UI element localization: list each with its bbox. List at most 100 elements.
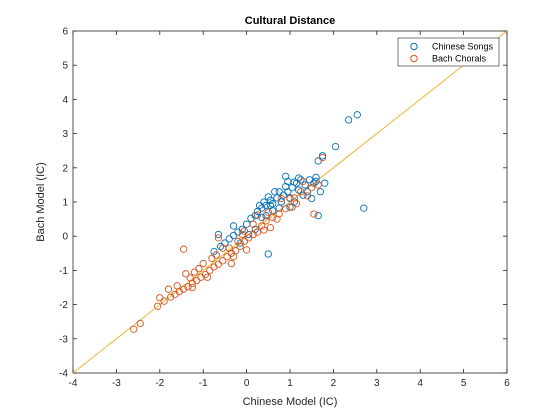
data-point xyxy=(299,177,307,186)
data-point xyxy=(308,183,316,192)
data-point xyxy=(229,222,238,230)
data-point xyxy=(130,325,138,333)
data-point xyxy=(331,142,340,151)
x-tick-label: 3 xyxy=(374,378,380,389)
data-point xyxy=(310,210,318,218)
axis-ticks: -4 -3 -2 -1 0 1 2 3 4 5 6 -4 -3 -2 -1 0 1 2 3 4 5 6 xyxy=(59,27,510,390)
data-point xyxy=(153,302,162,310)
data-point xyxy=(253,211,262,219)
data-point xyxy=(271,188,279,196)
y-tick-label: -2 xyxy=(59,300,68,311)
y-tick-label: 2 xyxy=(62,163,68,174)
data-point xyxy=(186,274,194,282)
data-point xyxy=(268,213,277,222)
y-tick-label: 0 xyxy=(62,232,68,243)
data-point xyxy=(173,282,181,290)
data-point xyxy=(180,285,188,293)
data-point xyxy=(214,234,223,242)
y-tick-label: -4 xyxy=(59,369,68,380)
data-point xyxy=(305,176,314,184)
data-point xyxy=(277,198,285,206)
data-point xyxy=(277,194,285,203)
y-tick-label: 3 xyxy=(62,129,68,140)
data-point xyxy=(344,116,353,124)
x-tick-label: -4 xyxy=(69,378,78,389)
data-point xyxy=(208,254,216,263)
data-point xyxy=(292,200,301,208)
series-bach-chorals xyxy=(130,153,327,333)
data-point xyxy=(273,215,281,223)
data-point xyxy=(262,217,270,225)
y-axis-label: Bach Model (IC) xyxy=(35,162,47,241)
x-tick-label: 6 xyxy=(504,378,510,389)
data-point xyxy=(229,253,238,261)
data-point xyxy=(225,235,233,243)
data-point xyxy=(249,220,257,228)
data-point xyxy=(214,230,223,239)
data-point xyxy=(164,285,173,293)
y-tick-label: -3 xyxy=(59,334,68,345)
data-point xyxy=(264,250,272,258)
data-point xyxy=(206,266,214,275)
data-point xyxy=(360,204,368,212)
data-point xyxy=(219,244,227,252)
x-tick-label: 1 xyxy=(287,378,293,389)
data-point xyxy=(286,203,294,211)
chart-title: Cultural Distance xyxy=(245,15,335,27)
legend-label-chinese-songs: Chinese Songs xyxy=(432,42,494,52)
data-point xyxy=(182,270,190,278)
data-point xyxy=(236,239,244,247)
data-point xyxy=(273,194,281,202)
data-point xyxy=(203,273,212,281)
data-point xyxy=(316,188,325,196)
x-tick-label: 5 xyxy=(461,378,467,389)
data-point xyxy=(282,182,290,191)
legend-marker-bach-chorals xyxy=(410,54,418,63)
data-point xyxy=(260,226,268,234)
y-tick-label: 6 xyxy=(62,27,68,38)
x-tick-label: 0 xyxy=(244,378,250,389)
data-point xyxy=(236,242,244,251)
data-point xyxy=(253,207,262,216)
data-point xyxy=(136,319,144,328)
data-point xyxy=(264,208,272,216)
data-point xyxy=(353,111,361,119)
data-point xyxy=(284,177,292,186)
data-point xyxy=(314,212,322,220)
data-point xyxy=(321,179,329,187)
data-point xyxy=(188,283,197,292)
data-point xyxy=(318,153,327,162)
data-point xyxy=(275,210,283,218)
data-point xyxy=(156,294,164,302)
data-point xyxy=(314,181,322,189)
x-tick-label: -2 xyxy=(155,378,164,389)
data-point xyxy=(240,227,249,235)
x-tick-label: -3 xyxy=(112,378,121,389)
data-point xyxy=(264,193,272,201)
data-point xyxy=(275,188,283,196)
data-point xyxy=(234,237,242,245)
data-point xyxy=(166,293,175,301)
x-tick-label: -1 xyxy=(199,378,208,389)
data-point xyxy=(195,265,203,273)
data-point xyxy=(295,186,303,194)
data-point xyxy=(297,188,305,196)
data-point xyxy=(266,201,275,210)
data-point xyxy=(242,246,251,254)
data-points xyxy=(130,111,368,333)
data-point xyxy=(303,192,312,200)
data-point xyxy=(282,172,290,181)
data-point xyxy=(255,201,264,210)
data-point xyxy=(286,194,294,203)
data-point xyxy=(258,222,266,230)
y-tick-label: -1 xyxy=(59,266,68,277)
y-tick-label: 1 xyxy=(62,198,68,209)
data-point xyxy=(199,259,207,268)
x-tick-label: 2 xyxy=(331,378,337,389)
data-point xyxy=(180,245,188,253)
legend-label-bach-chorals: Bach Chorals xyxy=(432,54,487,64)
data-point xyxy=(253,228,262,236)
x-axis-label: Chinese Model (IC) xyxy=(243,396,338,408)
data-point xyxy=(282,205,290,213)
